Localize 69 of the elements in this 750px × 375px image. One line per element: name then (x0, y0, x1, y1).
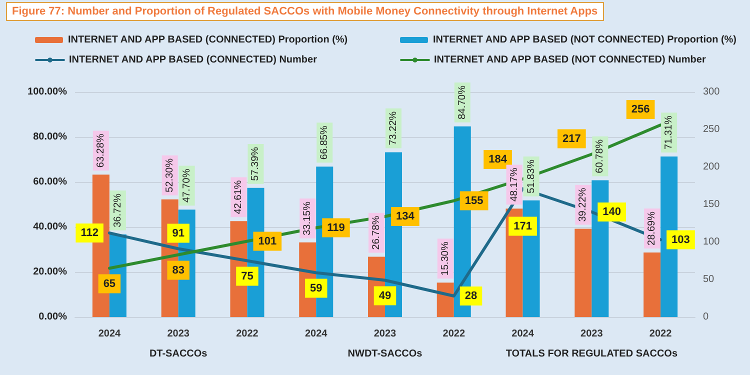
data-label: 52.30% (164, 158, 176, 192)
data-label: 171 (514, 220, 532, 232)
y2-tick-label: 200 (703, 162, 720, 172)
y2-tick-label: 100 (703, 236, 720, 248)
x-tick-label: 2024 (98, 328, 122, 340)
y2-tick-label: 0 (703, 312, 709, 322)
legend-label: INTERNET AND APP BASED (CONNECTED) Proportion (%) (68, 34, 348, 46)
data-label: 26.78% (371, 216, 382, 250)
legend-label: INTERNET AND APP BASED (NOT CONNECTED) Proportion (%) (433, 34, 737, 46)
data-label: 119 (327, 222, 345, 234)
data-label: 66.85% (319, 126, 330, 160)
data-label: 48.17% (508, 168, 520, 202)
data-label: 84.70% (456, 85, 468, 120)
bar (644, 252, 661, 317)
data-label: 217 (562, 132, 581, 145)
x-tick-label: 2023 (167, 328, 190, 340)
data-label: 65 (103, 278, 116, 290)
x-tick-label: 2023 (580, 328, 604, 340)
data-label: 33.15% (302, 201, 314, 236)
data-label: 28.69% (646, 211, 658, 246)
data-label: 83 (172, 264, 184, 276)
text: DT-SACCOs (149, 348, 208, 360)
data-label: 42.61% (233, 180, 244, 214)
data-label: 47.70% (181, 168, 192, 203)
data-label: 51.83% (526, 159, 537, 194)
data-label: 256 (631, 104, 650, 116)
data-label: 134 (396, 210, 416, 222)
x-tick-label: 2023 (374, 328, 397, 340)
data-label: 36.72% (112, 193, 124, 228)
data-label: 63.28% (95, 134, 106, 168)
y2-tick-label: 300 (703, 86, 720, 98)
data-label: 39.22% (578, 188, 589, 222)
y-tick-label: 100.00% (28, 86, 68, 98)
data-label: 140 (602, 206, 622, 218)
y2-tick-label: 50 (703, 274, 715, 285)
bar (574, 228, 592, 317)
y-tick-label: 40.00% (33, 222, 68, 232)
data-label: 59 (310, 282, 322, 294)
data-label: 15.30% (440, 242, 451, 276)
legend-label: INTERNET AND APP BASED (NOT CONNECTED) Number (434, 54, 706, 66)
y-tick-label: 60.00% (33, 176, 68, 188)
data-label: 75 (241, 270, 254, 282)
y2-tick-label: 250 (703, 124, 720, 135)
text: NWDT-SACCOs (348, 348, 423, 360)
data-label: 28 (464, 290, 478, 302)
data-label: 49 (378, 290, 392, 302)
x-tick-label: 2024 (512, 328, 534, 340)
x-tick-label: 2022 (442, 328, 466, 340)
y-tick-label: 80.00% (33, 132, 68, 142)
x-tick-label: 2022 (236, 328, 259, 340)
y-tick-label: 20.00% (33, 266, 68, 278)
bar (436, 282, 454, 317)
data-label: 101 (258, 235, 277, 248)
data-label: 91 (172, 227, 184, 240)
data-label: 184 (488, 154, 508, 166)
data-label: 73.22% (388, 111, 399, 146)
data-label: 60.78% (594, 139, 606, 174)
data-label: 103 (672, 234, 690, 246)
data-label: 155 (464, 194, 484, 207)
data-label: 71.31% (664, 116, 675, 150)
data-label: 112 (80, 227, 98, 239)
x-tick-label: 2022 (649, 328, 672, 340)
legend-label: INTERNET AND APP BASED (CONNECTED) Number (69, 54, 318, 66)
y2-tick-label: 150 (703, 199, 720, 210)
chart-title: Figure 77: Number and Proportion of Regulated SACCOs with Mobile Money Connectivity through Internet Apps (12, 6, 598, 18)
x-tick-label: 2024 (304, 328, 328, 340)
y-tick-label: 0.00% (38, 312, 68, 322)
data-label: 57.39% (250, 146, 262, 181)
text: TOTALS FOR REGULATED SACCOs (506, 348, 678, 360)
